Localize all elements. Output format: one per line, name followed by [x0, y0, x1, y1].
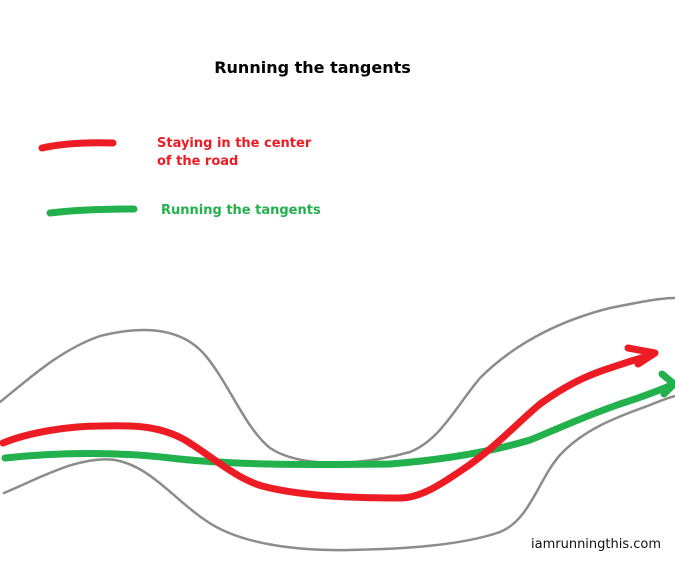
- road-lower-edge: [2, 394, 675, 552]
- center-route-arrowhead: [624, 344, 659, 368]
- legend-label-center: Staying in the center of the road: [157, 136, 312, 169]
- legend-label-tangents: Running the tangents: [161, 203, 321, 218]
- legend-red-stroke: [38, 139, 117, 152]
- diagram-title: Running the tangents: [214, 58, 411, 77]
- legend-green-stroke: [46, 205, 138, 217]
- watermark: iamrunningthis.com: [531, 537, 662, 552]
- tangent-route-line: [1, 381, 675, 468]
- center-route-line: [0, 351, 656, 502]
- tangent-route-arrowhead: [658, 370, 675, 398]
